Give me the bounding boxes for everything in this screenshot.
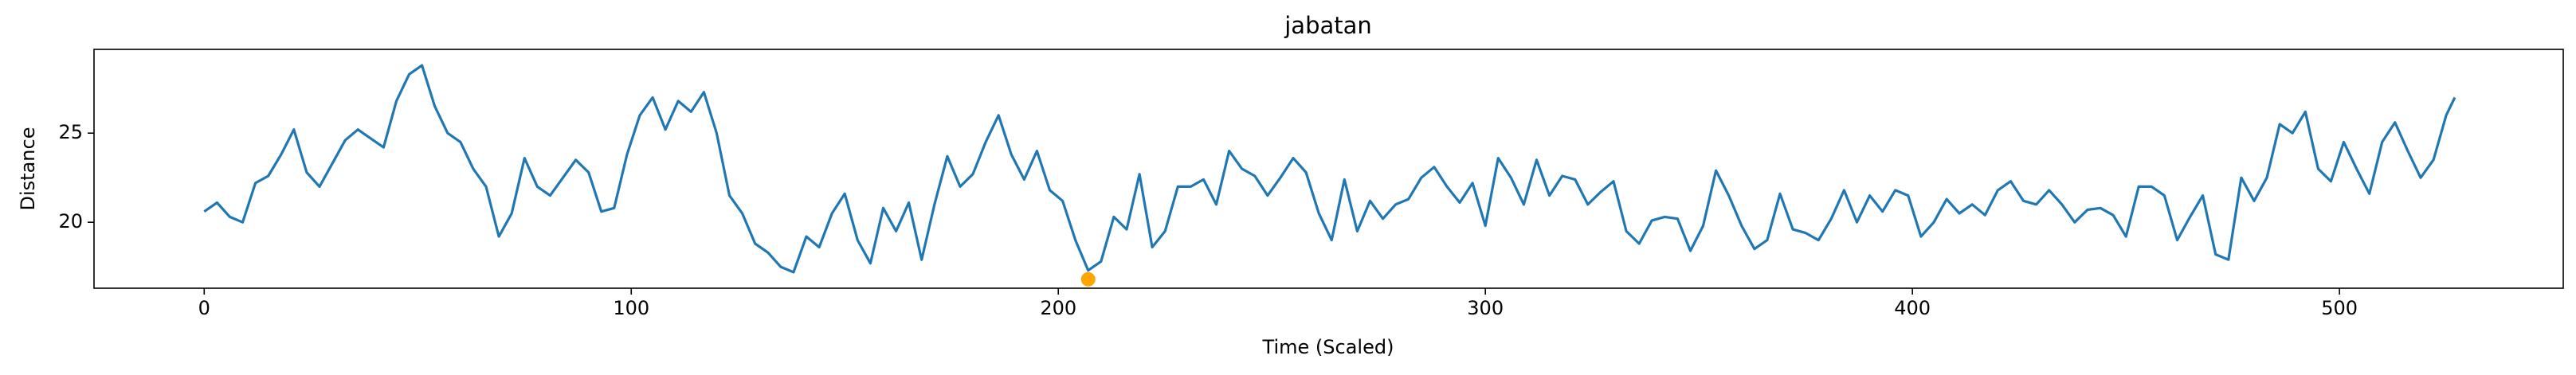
x-axis-label: Time (Scaled): [1262, 336, 1394, 358]
x-tick-label: 400: [1894, 297, 1931, 319]
data-line: [203, 64, 2456, 274]
x-tick-label: 500: [2321, 297, 2358, 319]
x-tick-label: 100: [613, 297, 649, 319]
x-tick-label: 300: [1467, 297, 1504, 319]
x-tick-label: 200: [1040, 297, 1076, 319]
highlight-point: [1080, 271, 1096, 287]
y-axis-label: Distance: [17, 127, 39, 211]
y-tick-label: 20: [58, 210, 83, 232]
x-tick-label: 0: [198, 297, 210, 319]
axes-frame: [93, 49, 2564, 289]
y-tick-label: 25: [58, 121, 83, 143]
chart-title: jabatan: [1284, 12, 1372, 39]
